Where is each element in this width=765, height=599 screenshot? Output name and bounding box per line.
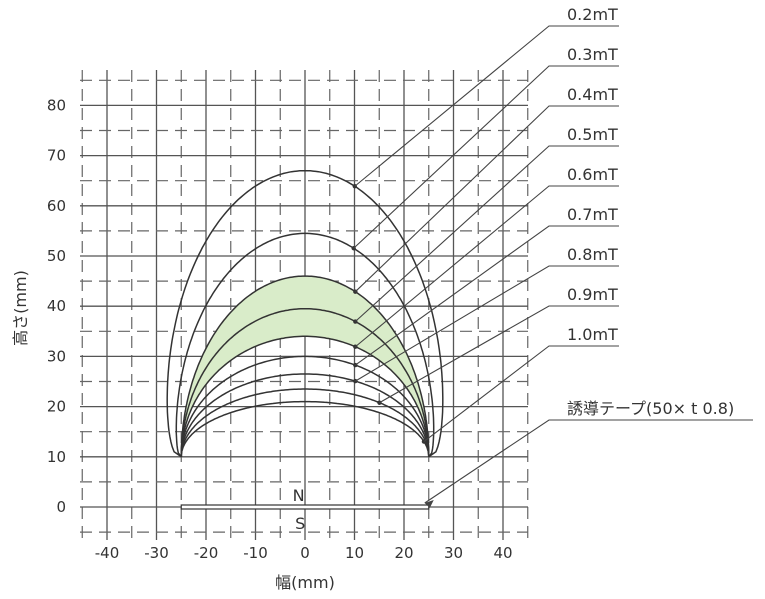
contour-label: 0.3mT xyxy=(567,45,618,64)
x-tick-label: -10 xyxy=(243,544,268,562)
y-tick-label: 80 xyxy=(47,96,66,114)
tape-leader-line xyxy=(424,419,753,504)
x-tick-label: 30 xyxy=(444,544,463,562)
leader-line xyxy=(379,305,619,404)
tape-south-label: S xyxy=(295,514,305,533)
leader-line xyxy=(353,65,619,249)
contour-0.2mT xyxy=(166,169,444,458)
leader-line xyxy=(355,225,619,366)
tape-north-label: N xyxy=(293,486,305,505)
x-tick-label: -40 xyxy=(95,544,120,562)
leader-line xyxy=(354,25,619,187)
axis-ticks: -40 -30 -20 -10 0 10 20 30 40 0 10 20 30 40 50 60 70 80 xyxy=(47,96,513,562)
tape-leader-arrow xyxy=(424,500,434,508)
y-tick-label: 40 xyxy=(47,297,66,315)
tape-bar xyxy=(180,504,430,510)
contour-0.7mT xyxy=(180,355,430,457)
y-tick-label: 60 xyxy=(47,197,66,215)
y-tick-label: 10 xyxy=(47,448,66,466)
leader-line xyxy=(423,345,619,443)
leader-lines xyxy=(351,25,753,508)
contour-label: 1.0mT xyxy=(567,325,618,344)
contour-label: 0.5mT xyxy=(567,125,618,144)
y-tick-label: 70 xyxy=(47,147,66,165)
contour-0.4mT xyxy=(180,275,430,457)
x-axis-label: 幅(mm) xyxy=(275,573,335,592)
contour-0.5mT xyxy=(180,307,430,457)
contour-labels: 0.2mT 0.3mT 0.4mT 0.5mT 0.6mT 0.7mT 0.8mT 0.9mT… xyxy=(567,5,734,418)
leader-line xyxy=(354,185,619,348)
contour-label: 0.8mT xyxy=(567,245,618,264)
contour-0.9mT xyxy=(180,388,430,457)
leader-line xyxy=(354,105,619,293)
contour-label: 0.4mT xyxy=(567,85,618,104)
shaded-band xyxy=(181,276,429,457)
y-tick-label: 20 xyxy=(47,398,66,416)
contour-label: 0.6mT xyxy=(567,165,618,184)
contour-0.3mT xyxy=(175,232,435,458)
contour-label: 0.7mT xyxy=(567,205,618,224)
contour-1.0mT xyxy=(180,400,430,457)
shaded-band-area xyxy=(181,276,429,457)
x-tick-label: 0 xyxy=(300,544,310,562)
x-tick-label: -30 xyxy=(144,544,169,562)
y-axis-label: 高さ(mm) xyxy=(11,270,30,346)
contour-label: 0.9mT xyxy=(567,285,618,304)
contour-curves xyxy=(166,169,444,458)
contour-label: 0.2mT xyxy=(567,5,618,24)
tape-label: 誘導テープ(50× t 0.8) xyxy=(567,399,734,418)
y-tick-label: 30 xyxy=(47,347,66,365)
y-tick-label: 50 xyxy=(47,247,66,265)
contour-0.8mT xyxy=(180,373,430,457)
x-tick-label: 40 xyxy=(493,544,512,562)
x-tick-label: 20 xyxy=(394,544,413,562)
leader-line xyxy=(354,145,619,322)
y-tick-label: 0 xyxy=(56,498,66,516)
x-tick-label: 10 xyxy=(345,544,364,562)
x-tick-label: -20 xyxy=(194,544,219,562)
contour-0.6mT xyxy=(180,335,430,457)
leader-line xyxy=(355,265,619,382)
